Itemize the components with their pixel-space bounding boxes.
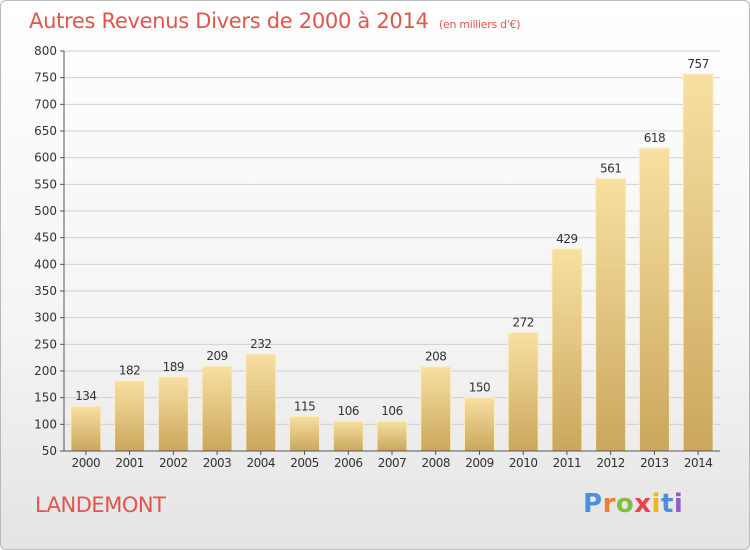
x-tick-label: 2001 — [115, 456, 144, 470]
data-label: 182 — [119, 364, 140, 378]
y-tick-label: 350 — [34, 284, 57, 298]
chart-title-text: Autres Revenus Divers de 2000 à 2014 — [29, 9, 429, 33]
x-tick-label: 2011 — [553, 456, 582, 470]
bar — [332, 420, 364, 452]
x-tick-label: 2013 — [640, 456, 669, 470]
y-tick-label: 450 — [34, 231, 57, 245]
data-label: 115 — [294, 399, 315, 413]
chart-title: Autres Revenus Divers de 2000 à 2014 (en… — [29, 9, 520, 33]
proxiti-logo[interactable]: Proxiti — [583, 489, 684, 519]
data-label: 561 — [600, 161, 621, 175]
x-tick-label: 2003 — [203, 456, 232, 470]
x-tick-label: 2008 — [421, 456, 450, 470]
y-tick-label: 600 — [34, 151, 57, 165]
x-tick-label: 2000 — [72, 456, 101, 470]
data-label: 429 — [556, 232, 577, 246]
x-tick-label: 2012 — [596, 456, 625, 470]
x-tick-label: 2007 — [378, 456, 407, 470]
data-label: 272 — [512, 316, 533, 330]
data-label: 232 — [250, 337, 271, 351]
data-label: 106 — [338, 404, 359, 418]
x-tick-label: 2010 — [509, 456, 538, 470]
y-tick-label: 150 — [34, 391, 57, 405]
data-label: 209 — [206, 349, 227, 363]
data-label: 618 — [644, 131, 665, 145]
bar — [245, 353, 277, 452]
x-tick-label: 2002 — [159, 456, 188, 470]
bar — [114, 380, 146, 452]
data-label: 106 — [381, 404, 402, 418]
x-tick-label: 2006 — [334, 456, 363, 470]
tick-labels: 50 100 150 200 250 300 350 400 450 500 550 600 650 70… — [34, 44, 713, 470]
bar — [682, 73, 714, 452]
bar — [157, 376, 189, 452]
bar — [463, 397, 495, 452]
y-tick-label: 550 — [34, 177, 57, 191]
y-tick-label: 400 — [34, 257, 57, 271]
y-tick-label: 300 — [34, 311, 57, 325]
commune-name: LANDEMONT — [35, 493, 166, 517]
y-tick-label: 650 — [34, 124, 57, 138]
x-tick-label: 2009 — [465, 456, 494, 470]
data-label: 150 — [469, 381, 490, 395]
y-tick-label: 700 — [34, 97, 57, 111]
chart-subtitle: (en milliers d'€) — [439, 18, 521, 31]
bar — [70, 405, 102, 452]
y-tick-label: 500 — [34, 204, 57, 218]
bar — [551, 248, 583, 452]
x-tick-label: 2014 — [684, 456, 713, 470]
bar — [507, 332, 539, 452]
bar — [420, 366, 452, 452]
data-label: 134 — [75, 389, 96, 403]
x-tick-label: 2004 — [247, 456, 276, 470]
data-label: 189 — [163, 360, 184, 374]
y-tick-label: 200 — [34, 364, 57, 378]
bar — [201, 365, 233, 452]
bars — [70, 73, 714, 452]
y-tick-label: 100 — [34, 417, 57, 431]
bar — [289, 415, 321, 452]
axes — [60, 50, 720, 455]
y-tick-label: 750 — [34, 71, 57, 85]
y-tick-label: 800 — [34, 44, 57, 58]
data-label: 208 — [425, 350, 446, 364]
y-tick-label: 250 — [34, 337, 57, 351]
bar — [595, 177, 627, 452]
bar — [638, 147, 670, 452]
x-tick-label: 2005 — [290, 456, 319, 470]
bar — [376, 420, 408, 452]
y-tick-label: 50 — [42, 444, 57, 458]
data-label: 757 — [687, 57, 708, 71]
